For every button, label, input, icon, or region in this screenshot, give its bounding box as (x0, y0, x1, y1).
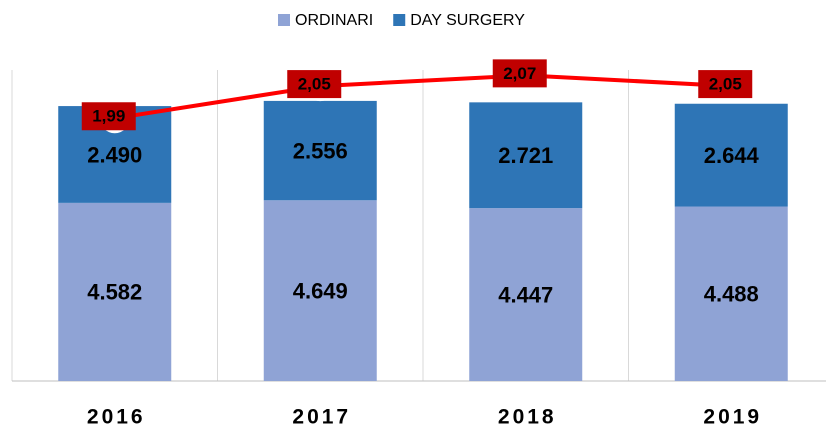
line-value-label: 1,99 (92, 107, 125, 126)
line-label-box (698, 70, 753, 99)
legend-label: DAY SURGERY (410, 12, 525, 29)
bar-value-label: 4.488 (704, 282, 759, 307)
bar (674, 206, 788, 381)
legend-swatch (278, 14, 290, 26)
bar-value-label: 2.490 (87, 142, 142, 167)
bar (469, 102, 583, 209)
x-tick-label: 2019 (703, 406, 762, 429)
line-value-label: 2,07 (503, 64, 536, 83)
line (114, 73, 732, 121)
bar-value-label: 4.447 (498, 282, 553, 307)
legend-swatch (393, 14, 406, 26)
bar (469, 208, 583, 381)
bar (263, 100, 377, 201)
bar-value-label: 2.721 (498, 143, 553, 168)
line-label-box (81, 102, 136, 131)
x-tick-label: 2016 (87, 406, 146, 429)
bar-value-label: 4.649 (293, 278, 348, 303)
x-tick-label: 2018 (498, 406, 557, 429)
bar (58, 202, 172, 381)
legend-label: ORDINARI (295, 12, 373, 29)
bar (263, 200, 377, 381)
line-value-label: 2,05 (709, 75, 742, 94)
line-label-box (287, 70, 342, 99)
legend: ORDINARI DAY SURGERY (278, 12, 525, 29)
bar-value-label: 2.644 (704, 143, 760, 168)
line-value-label: 2,05 (298, 75, 331, 94)
bar (674, 103, 788, 207)
x-tick-label: 2017 (292, 406, 351, 429)
line-label-box (492, 59, 547, 88)
bar-value-label: 4.582 (87, 280, 142, 305)
bar-value-label: 2.556 (293, 138, 348, 163)
